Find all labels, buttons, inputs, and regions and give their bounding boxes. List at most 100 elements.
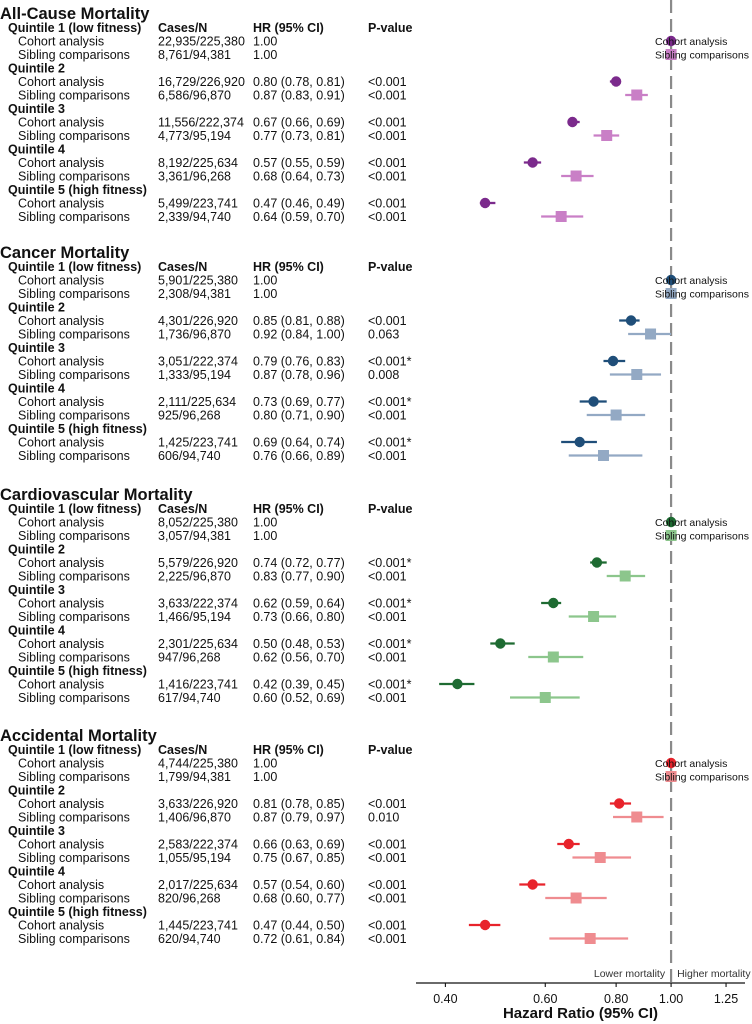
hr-value: 1.00	[253, 770, 277, 784]
cases-value: 3,633/226,920	[158, 797, 238, 811]
sibling-point	[594, 852, 606, 863]
p-value: <0.001	[368, 170, 407, 184]
hr-value: 1.00	[253, 48, 277, 62]
sibling-point	[555, 211, 567, 222]
cases-value: 22,935/225,380	[158, 35, 245, 49]
quintile-label: Quintile 1 (low fitness)	[8, 21, 141, 35]
row-label: Sibling comparisons	[18, 529, 130, 543]
hr-value: 0.87 (0.83, 0.91)	[253, 89, 345, 103]
cases-value: 820/96,268	[158, 892, 221, 906]
legend-label: Sibling comparisons	[655, 289, 749, 301]
hr-value: 0.67 (0.66, 0.69)	[253, 116, 345, 130]
hr-value: 0.72 (0.61, 0.84)	[253, 932, 345, 946]
p-value: <0.001*	[368, 355, 412, 369]
quintile-label: Quintile 5 (high fitness)	[8, 905, 147, 919]
sibling-point	[539, 692, 551, 703]
cases-value: 8,052/225,380	[158, 516, 238, 530]
sibling-point	[584, 933, 596, 944]
quintile-label: Quintile 3	[8, 824, 65, 838]
cases-value: 925/96,268	[158, 409, 221, 423]
row-label: Cohort analysis	[18, 516, 104, 530]
hr-value: 0.80 (0.78, 0.81)	[253, 75, 345, 89]
quintile-label: Quintile 5 (high fitness)	[8, 422, 147, 436]
row-label: Cohort analysis	[18, 838, 104, 852]
p-value: <0.001*	[368, 395, 412, 409]
row-label: Sibling comparisons	[18, 610, 130, 624]
header-cases: Cases/N	[158, 502, 207, 516]
hr-value: 0.60 (0.52, 0.69)	[253, 691, 345, 705]
row-label: Cohort analysis	[18, 797, 104, 811]
row-label: Cohort analysis	[18, 274, 104, 288]
p-value: <0.001	[368, 691, 407, 705]
p-value: <0.001	[368, 892, 407, 906]
cohort-point	[527, 157, 538, 168]
legend-label: Sibling comparisons	[655, 772, 749, 784]
p-value: 0.008	[368, 368, 399, 382]
header-cases: Cases/N	[158, 21, 207, 35]
row-label: Cohort analysis	[18, 156, 104, 170]
hr-value: 0.73 (0.66, 0.80)	[253, 610, 345, 624]
row-label: Cohort analysis	[18, 757, 104, 771]
hr-value: 0.62 (0.59, 0.64)	[253, 597, 345, 611]
row-label: Cohort analysis	[18, 116, 104, 130]
p-value: <0.001	[368, 651, 407, 665]
p-value: <0.001	[368, 210, 407, 224]
cases-value: 1,799/94,381	[158, 770, 231, 784]
cases-value: 2,339/94,740	[158, 210, 231, 224]
quintile-label: Quintile 5 (high fitness)	[8, 664, 147, 678]
sibling-point	[597, 450, 609, 461]
row-label: Sibling comparisons	[18, 328, 130, 342]
quintile-label: Quintile 4	[8, 624, 65, 638]
hr-value: 0.75 (0.67, 0.85)	[253, 851, 345, 865]
sibling-point	[665, 288, 677, 299]
row-label: Sibling comparisons	[18, 691, 130, 705]
hr-value: 0.77 (0.73, 0.81)	[253, 129, 345, 143]
p-value: <0.001	[368, 129, 407, 143]
x-tick-label: 0.80	[604, 992, 628, 1006]
cases-value: 3,361/96,268	[158, 170, 231, 184]
p-value: <0.001	[368, 851, 407, 865]
hr-value: 0.66 (0.63, 0.69)	[253, 838, 345, 852]
cases-value: 6,586/96,870	[158, 89, 231, 103]
cohort-point	[588, 396, 599, 407]
cohort-point	[613, 798, 625, 809]
p-value: <0.001	[368, 610, 407, 624]
sibling-point	[631, 89, 643, 101]
sibling-point	[570, 892, 582, 904]
quintile-label: Quintile 2	[8, 543, 65, 557]
row-label: Sibling comparisons	[18, 368, 130, 382]
sibling-point	[631, 811, 643, 823]
p-value: <0.001	[368, 449, 407, 463]
quintile-label: Quintile 2	[8, 62, 65, 76]
panel-title: All-Cause Mortality	[0, 5, 150, 23]
p-value: <0.001	[368, 878, 407, 892]
cohort-point	[591, 557, 603, 568]
hr-value: 0.42 (0.39, 0.45)	[253, 678, 345, 692]
p-value: <0.001	[368, 838, 407, 852]
hr-value: 0.57 (0.55, 0.59)	[253, 156, 345, 170]
header-p: P-value	[368, 502, 413, 516]
sibling-point	[665, 771, 677, 782]
header-p: P-value	[368, 260, 413, 274]
hr-value: 0.68 (0.64, 0.73)	[253, 170, 345, 184]
x-tick-label: 1.25	[714, 992, 738, 1006]
sibling-point	[631, 369, 643, 380]
p-value: <0.001*	[368, 678, 412, 692]
cases-value: 8,192/225,634	[158, 156, 238, 170]
cohort-point	[479, 197, 491, 209]
sibling-point	[570, 170, 582, 182]
sibling-point	[665, 530, 677, 541]
cases-value: 1,425/223,741	[158, 436, 238, 450]
hr-value: 0.57 (0.54, 0.60)	[253, 878, 345, 892]
hr-value: 1.00	[253, 757, 277, 771]
hr-value: 0.83 (0.77, 0.90)	[253, 570, 345, 584]
cases-value: 1,466/95,194	[158, 610, 231, 624]
hr-value: 0.92 (0.84, 1.00)	[253, 328, 345, 342]
cases-value: 4,301/226,920	[158, 314, 238, 328]
x-tick-label: 0.40	[433, 992, 457, 1006]
cases-value: 3,051/222,374	[158, 355, 238, 369]
p-value: 0.063	[368, 328, 399, 342]
hr-value: 0.47 (0.44, 0.50)	[253, 919, 345, 933]
panel-title: Cardiovascular Mortality	[0, 486, 193, 504]
